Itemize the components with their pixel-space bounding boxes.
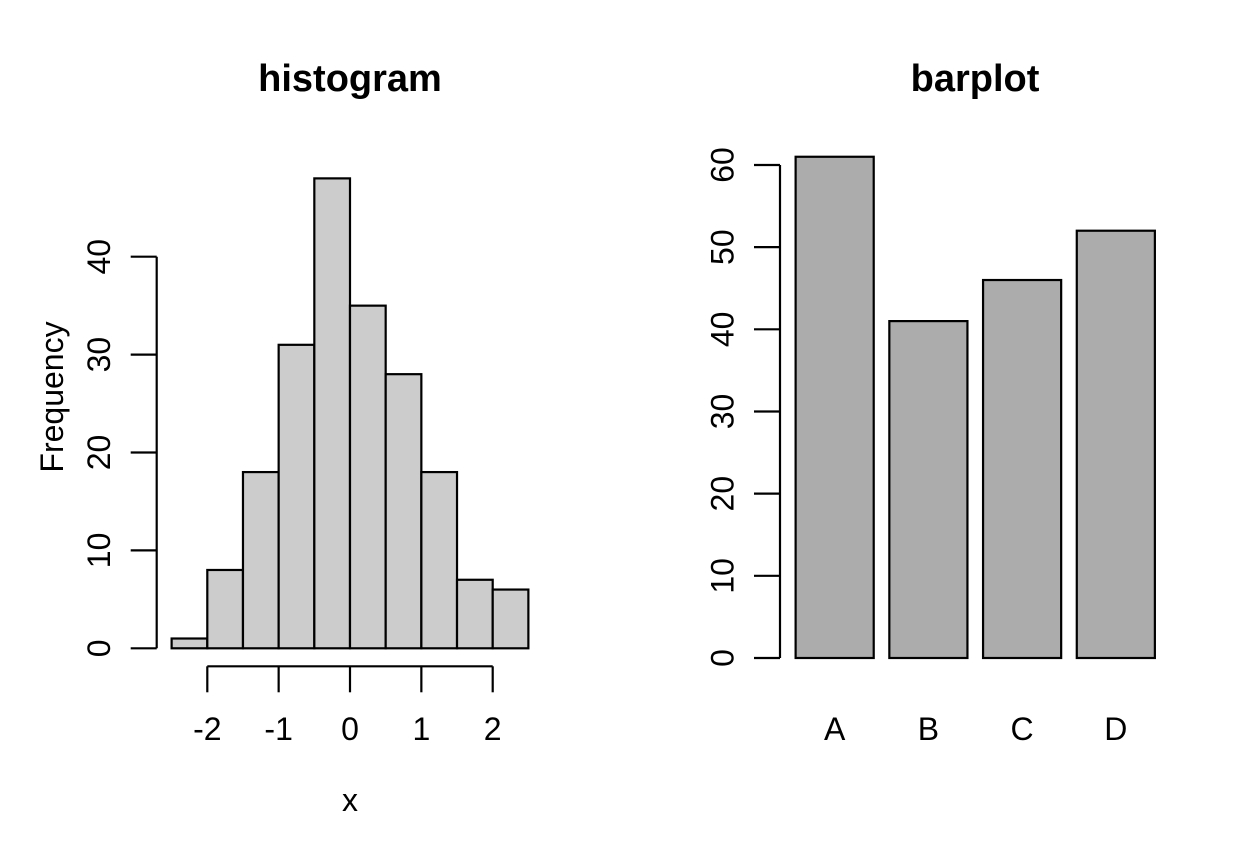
barplot-y-tick-label: 50 [705,229,741,265]
barplot-y-tick-label: 30 [705,394,741,430]
hist-y-tick-label: 10 [81,533,117,569]
barplot-bar [888,320,969,660]
barplot-y-tick-label: 20 [705,476,741,512]
barplot-category-label: B [918,711,939,747]
barplot-category-label: A [824,711,846,747]
histogram-bar [455,578,494,650]
hist-y-tick-label: 40 [81,239,117,275]
histogram-bar [313,177,352,650]
histogram-bar [348,304,387,650]
hist-y-tick-label: 30 [81,337,117,373]
barplot-title: barplot [910,58,1040,100]
histogram-bar [491,588,530,650]
barplot-y-tick-label: 10 [705,558,741,594]
histogram-bar [206,568,245,650]
histogram-title: histogram [258,58,442,100]
barplot-y-tick-label: 0 [705,649,741,667]
hist-x-tick-label: -1 [264,711,292,747]
barplot-y-tick-label: 40 [705,312,741,348]
hist-x-tick-label: 1 [412,711,430,747]
histogram-bar [170,637,209,650]
barplot-bar [794,155,875,660]
hist-x-tick-label: 0 [341,711,359,747]
hist-y-tick-label: 20 [81,435,117,471]
barplot-category-label: C [1011,711,1034,747]
barplot-bar [1075,229,1156,660]
barplot-category-label: D [1104,711,1127,747]
hist-y-tick-label: 0 [81,639,117,657]
histogram-bar [384,373,423,650]
hist-x-tick-label: 2 [484,711,502,747]
histogram-bar [241,470,280,650]
histogram-x-axis-title: x [342,782,358,818]
barplot-y-tick-label: 60 [705,147,741,183]
histogram-y-axis-title: Frequency [34,321,70,473]
histogram-bar [420,470,459,650]
hist-x-tick-label: -2 [193,711,221,747]
histogram-bar [277,343,316,650]
barplot-bar [981,278,1063,660]
